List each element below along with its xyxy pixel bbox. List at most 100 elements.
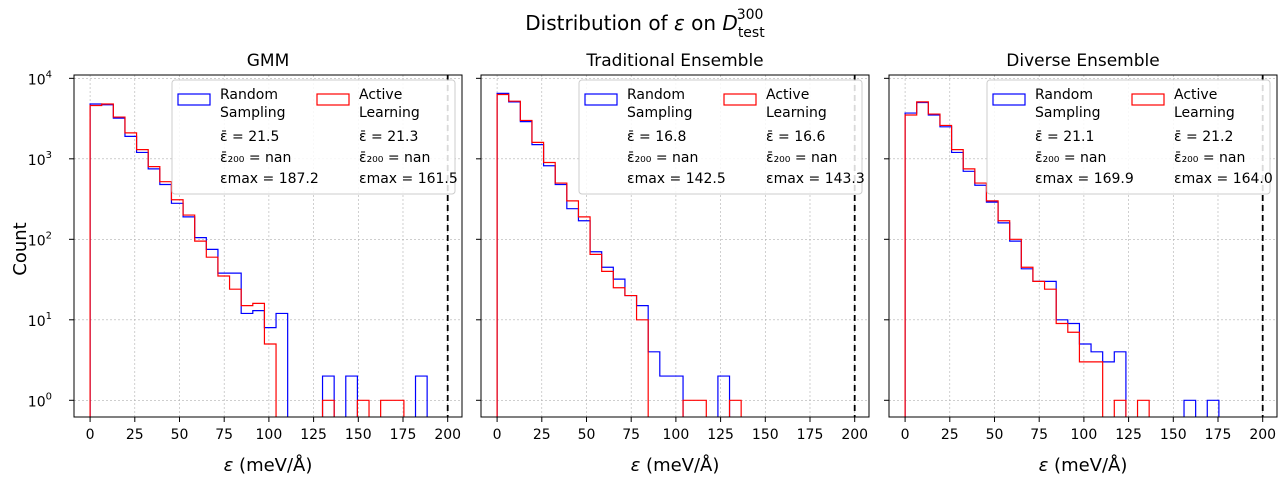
x-tick-label: 0 xyxy=(86,427,95,443)
x-tick-label: 25 xyxy=(941,427,959,443)
x-axis-label-symbol: ε xyxy=(224,455,234,476)
legend: Random Sampling ε̄ = 21.1 ε̄₂₀₀ = nan εmax =… xyxy=(986,79,1273,195)
y-tick-exponent: 0 xyxy=(46,391,52,402)
histograms xyxy=(904,101,1220,417)
legend-name-line1: Random xyxy=(627,87,685,103)
x-axis-label: ε (meV/Å) xyxy=(1039,454,1128,476)
x-axis-label-units: (meV/Å) xyxy=(640,454,719,476)
x-tick-label: 50 xyxy=(986,427,1004,443)
legend-mean200: ε̄₂₀₀ = nan xyxy=(359,150,430,166)
panel-title: GMM xyxy=(247,51,290,71)
legend-max: εmax = 143.3 xyxy=(766,171,865,187)
x-tick-label: 175 xyxy=(1205,427,1232,443)
histograms xyxy=(89,103,428,417)
x-tick-label: 125 xyxy=(300,427,327,443)
panel-title: Traditional Ensemble xyxy=(585,51,763,71)
x-tick-label: 75 xyxy=(622,427,640,443)
x-tick-label: 175 xyxy=(390,427,417,443)
y-tick-exponent: 4 xyxy=(46,69,52,80)
legend-mean200: ε̄₂₀₀ = nan xyxy=(1035,150,1106,166)
x-tick-label: 200 xyxy=(841,427,868,443)
x-tick-label: 200 xyxy=(1249,427,1276,443)
legend-mean: ε̄ = 21.2 xyxy=(1174,129,1233,145)
y-tick-base: 10 xyxy=(28,314,46,330)
legend-mean200: ε̄₂₀₀ = nan xyxy=(766,150,837,166)
y-tick-base: 10 xyxy=(28,153,46,169)
x-tick-label: 100 xyxy=(663,427,690,443)
legend-swatch xyxy=(316,93,350,106)
legend-box xyxy=(986,79,1271,195)
legend-name-line1: Active xyxy=(1174,87,1217,103)
legend-mean: ε̄ = 21.5 xyxy=(220,129,279,145)
x-axis-label-units: (meV/Å) xyxy=(233,454,312,476)
legend-entry: Random Sampling ε̄ = 16.8 ε̄₂₀₀ = nan εmax =… xyxy=(584,87,726,187)
y-tick-base: 10 xyxy=(28,72,46,88)
legend-name-line2: Learning xyxy=(359,105,420,121)
legend-entry: Active Learning ε̄ = 21.2 ε̄₂₀₀ = nan εmax =… xyxy=(1131,87,1273,187)
legend-swatch xyxy=(992,93,1026,106)
y-tick-base: 10 xyxy=(28,233,46,249)
y-tick-exponent: 1 xyxy=(46,311,52,322)
legend-swatch xyxy=(1131,93,1165,106)
legend-max: εmax = 169.9 xyxy=(1035,171,1134,187)
legend-mean200: ε̄₂₀₀ = nan xyxy=(1174,150,1245,166)
x-tick-label: 200 xyxy=(434,427,461,443)
histogram-active-learning xyxy=(89,103,405,417)
legend-entry: Random Sampling ε̄ = 21.1 ε̄₂₀₀ = nan εmax =… xyxy=(992,87,1134,187)
x-tick-label: 75 xyxy=(1030,427,1048,443)
legend-max: εmax = 164.0 xyxy=(1174,171,1273,187)
panel-title: Diverse Ensemble xyxy=(1006,51,1159,71)
panels-container: 0 25 50 75 100 125 150 175 200100101102103104GMM… xyxy=(28,51,1278,476)
legend-name-line2: Sampling xyxy=(220,105,286,121)
legend-box xyxy=(171,79,456,195)
panel-2: 0 25 50 75 100 125 150 175 200 Diverse Ensemble ε … xyxy=(884,51,1278,476)
legend-entry: Random Sampling ε̄ = 21.5 ε̄₂₀₀ = nan εmax =… xyxy=(177,87,319,187)
legend-name-line1: Active xyxy=(359,87,402,103)
x-tick-label: 150 xyxy=(752,427,779,443)
panel-1: 0 25 50 75 100 125 150 175 200 Traditional Ensemb… xyxy=(476,51,870,476)
x-axis-label: ε (meV/Å) xyxy=(224,454,313,476)
y-tick-label: 100 xyxy=(28,391,52,410)
axes-frame xyxy=(480,74,870,418)
legend-name-line2: Sampling xyxy=(1035,105,1101,121)
x-tick-label: 125 xyxy=(707,427,734,443)
legend-mean: ε̄ = 16.8 xyxy=(627,129,686,145)
legend-mean: ε̄ = 21.3 xyxy=(359,129,418,145)
x-tick-label: 25 xyxy=(533,427,551,443)
legend-name-line1: Random xyxy=(220,87,278,103)
x-tick-label: 75 xyxy=(215,427,233,443)
y-tick-base: 10 xyxy=(28,394,46,410)
y-tick-label: 104 xyxy=(28,69,52,88)
y-tick-label: 102 xyxy=(28,230,52,249)
y-tick-label: 101 xyxy=(28,311,52,330)
legend-box xyxy=(578,79,863,195)
legend-swatch xyxy=(584,93,618,106)
y-axis-label: Count xyxy=(10,222,31,275)
x-axis-label-symbol: ε xyxy=(1039,455,1049,476)
x-tick-label: 150 xyxy=(345,427,372,443)
legend-mean: ε̄ = 21.1 xyxy=(1035,129,1094,145)
legend-name-line2: Learning xyxy=(766,105,827,121)
legend-name-line2: Sampling xyxy=(627,105,693,121)
axes-frame xyxy=(73,74,463,418)
x-tick-label: 0 xyxy=(493,427,502,443)
legend-name-line1: Active xyxy=(766,87,809,103)
x-axis-label: ε (meV/Å) xyxy=(631,454,720,476)
legend: Random Sampling ε̄ = 21.5 ε̄₂₀₀ = nan εmax =… xyxy=(171,79,458,195)
x-tick-label: 0 xyxy=(901,427,910,443)
y-tick-exponent: 2 xyxy=(46,230,52,241)
legend-mean200: ε̄₂₀₀ = nan xyxy=(627,150,698,166)
x-tick-label: 50 xyxy=(171,427,189,443)
histogram-active-learning xyxy=(496,93,742,417)
legend-max: εmax = 142.5 xyxy=(627,171,726,187)
x-tick-label: 150 xyxy=(1160,427,1187,443)
legend-swatch xyxy=(723,93,757,106)
legend-entry: Active Learning ε̄ = 21.3 ε̄₂₀₀ = nan εmax =… xyxy=(316,87,458,187)
x-tick-label: 25 xyxy=(126,427,144,443)
x-tick-label: 125 xyxy=(1115,427,1142,443)
legend-max: εmax = 187.2 xyxy=(220,171,319,187)
legend-mean: ε̄ = 16.6 xyxy=(766,129,825,145)
figure-title: Distribution of ε on Dtest300 xyxy=(525,7,765,41)
legend-entry: Active Learning ε̄ = 16.6 ε̄₂₀₀ = nan εmax =… xyxy=(723,87,865,187)
